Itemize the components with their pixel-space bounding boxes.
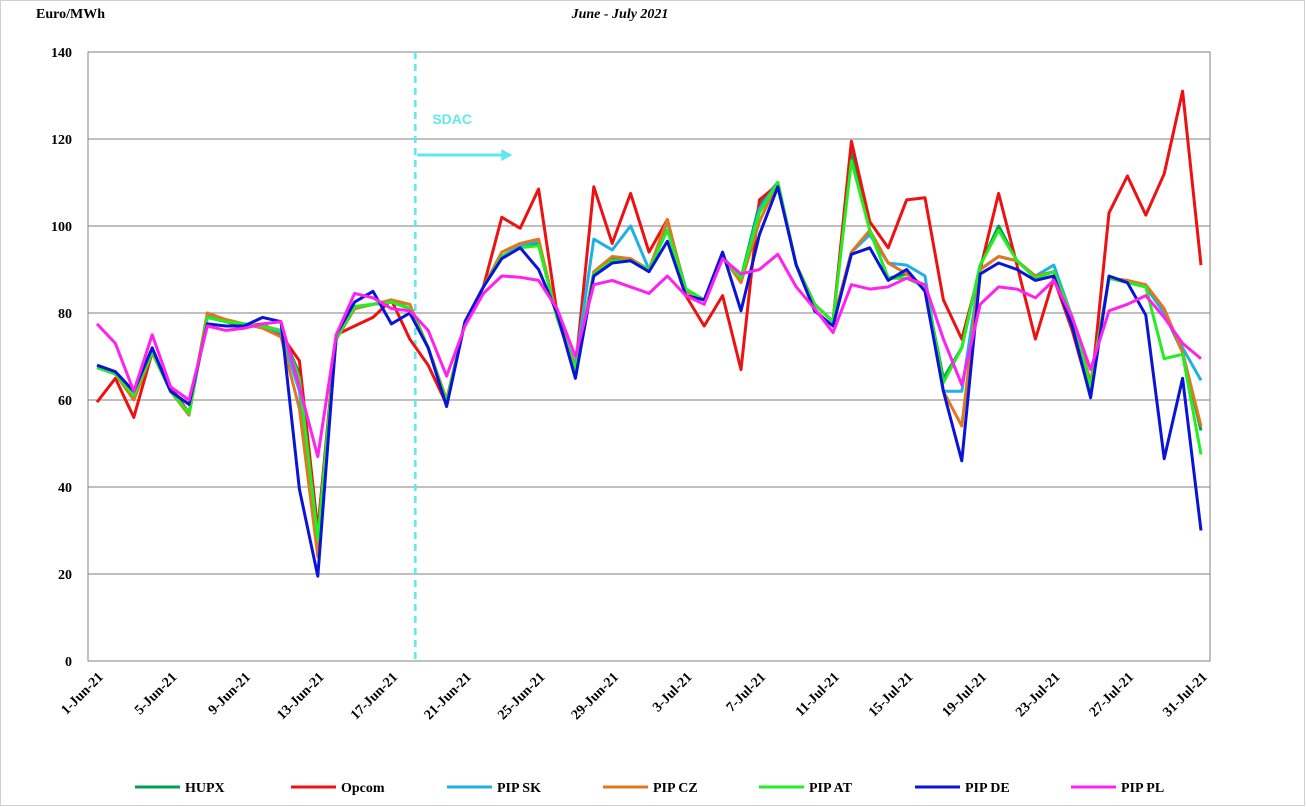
series-line bbox=[95, 252, 1202, 459]
y-tick-label: 60 bbox=[58, 394, 72, 409]
y-axis-label: Euro/MWh bbox=[36, 7, 105, 22]
y-tick-label: 0 bbox=[65, 655, 72, 670]
legend-label: PIP DE bbox=[965, 781, 1010, 796]
legend-label: PIP SK bbox=[497, 781, 541, 796]
legend-label: HUPX bbox=[185, 781, 225, 796]
y-tick-label: 140 bbox=[51, 46, 72, 61]
legend-label: PIP CZ bbox=[653, 781, 698, 796]
y-tick-label: 120 bbox=[51, 133, 72, 148]
y-tick-label: 100 bbox=[51, 220, 72, 235]
y-tick-label: 80 bbox=[58, 307, 72, 322]
annotation: SDAC bbox=[432, 111, 472, 127]
chart-subtitle: June - July 2021 bbox=[571, 7, 669, 22]
y-tick-label: 20 bbox=[58, 568, 72, 583]
legend-label: Opcom bbox=[341, 781, 385, 796]
annotation-arrowhead bbox=[501, 149, 513, 161]
y-tick-label: 40 bbox=[58, 481, 72, 496]
legend-label: PIP AT bbox=[809, 781, 853, 796]
legend-label: PIP PL bbox=[1121, 781, 1164, 796]
